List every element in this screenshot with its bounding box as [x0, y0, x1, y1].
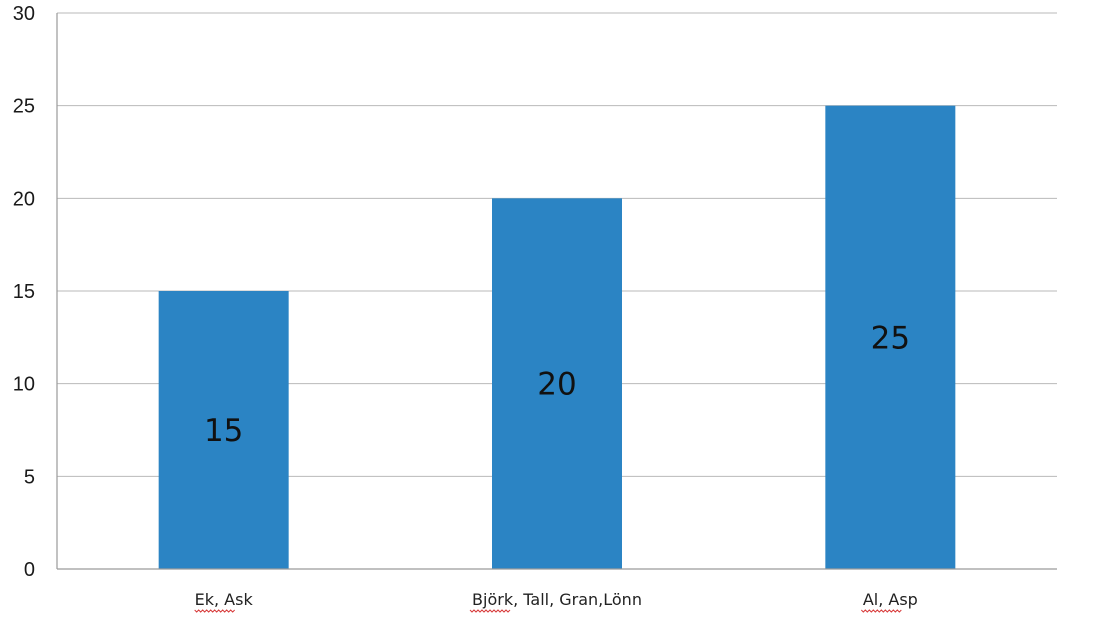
- bar: [825, 105, 956, 570]
- data-label: 20: [537, 367, 576, 403]
- bar: [492, 198, 622, 570]
- x-category-label: Al, Asp: [863, 590, 918, 609]
- y-tick-label: 5: [24, 466, 35, 488]
- x-axis-categories: Ek, Ask Björk, Tall, Gran,Lönn Al, Asp: [194, 590, 918, 613]
- spellcheck-underline: [860, 609, 902, 613]
- spellcheck-underline: [469, 609, 511, 613]
- y-tick-label: 25: [13, 96, 35, 118]
- y-tick-label: 30: [13, 3, 35, 25]
- spellcheck-underline: [194, 609, 236, 613]
- x-category-label: Ek, Ask: [195, 590, 254, 609]
- y-tick-label: 10: [13, 374, 35, 396]
- y-tick-label: 0: [24, 559, 35, 581]
- bar: [158, 291, 289, 569]
- data-label: 25: [871, 320, 910, 356]
- y-axis-ticks: 0 5 10 15 20 25 30: [13, 3, 35, 581]
- y-tick-label: 15: [13, 281, 35, 303]
- y-tick-label: 20: [13, 188, 35, 210]
- data-label: 15: [204, 413, 243, 449]
- data-labels: 15 20 25: [204, 320, 910, 449]
- bars: [158, 105, 956, 570]
- x-category-label: Björk, Tall, Gran,Lönn: [472, 590, 642, 609]
